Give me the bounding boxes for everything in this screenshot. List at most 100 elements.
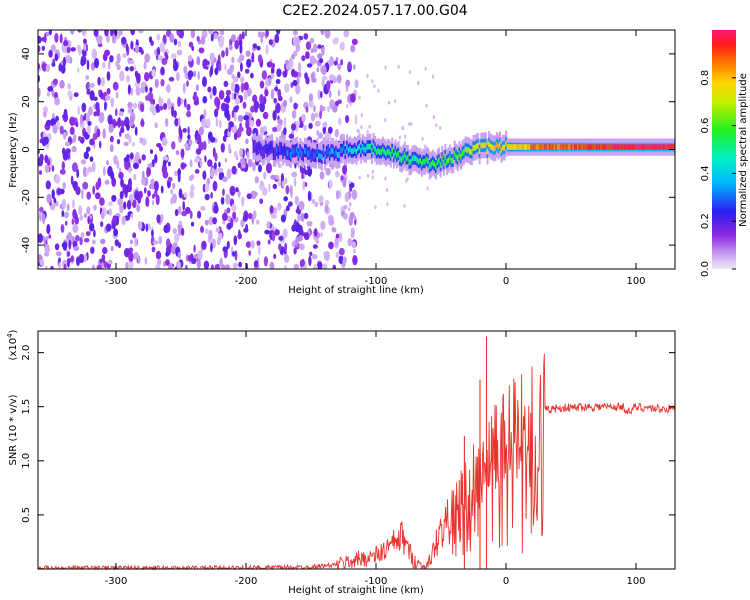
noise-cell <box>308 122 313 129</box>
ridge-core <box>548 144 551 150</box>
noise-cell <box>127 260 134 269</box>
ridge-core <box>475 143 478 150</box>
noise-cell <box>116 64 121 71</box>
noise-cell <box>219 30 225 36</box>
noise-cell <box>160 185 164 194</box>
noise-cell <box>155 194 160 206</box>
noise-cell <box>155 103 161 113</box>
noise-cell <box>127 84 131 95</box>
ridge-core <box>495 142 498 148</box>
noise-cell <box>48 49 53 58</box>
noise-cell <box>109 144 114 153</box>
noise-cell <box>328 89 332 99</box>
noise-cell <box>39 206 44 213</box>
noise-cell <box>403 134 407 139</box>
noise-cell <box>177 96 181 107</box>
noise-cell <box>288 133 295 139</box>
noise-cell <box>353 248 356 254</box>
noise-cell <box>132 102 138 109</box>
noise-cell <box>317 44 322 49</box>
ridge-core <box>386 148 389 155</box>
noise-cell <box>284 264 287 269</box>
noise-cell <box>222 212 228 221</box>
noise-cell <box>62 181 66 190</box>
ridge-core <box>601 144 604 150</box>
spectrogram-x-tick-label: -300 <box>105 276 128 287</box>
noise-cell <box>130 213 134 219</box>
noise-cell <box>193 157 200 163</box>
noise-cell <box>63 211 69 219</box>
ridge-core <box>600 144 603 150</box>
noise-cell <box>75 235 80 242</box>
ridge-core <box>489 143 492 150</box>
noise-cell <box>293 263 300 269</box>
spectrogram-y-tick-label: 0 <box>21 146 32 152</box>
noise-cell <box>72 208 77 219</box>
noise-cell <box>248 120 255 127</box>
noise-cell <box>70 175 74 185</box>
noise-cell <box>371 175 374 180</box>
ridge-core <box>327 147 330 154</box>
snr-series-line <box>37 353 676 571</box>
noise-cell <box>60 224 65 233</box>
noise-cell <box>59 168 66 175</box>
noise-cell <box>220 264 226 269</box>
noise-cell <box>239 157 246 166</box>
noise-cell <box>98 140 102 149</box>
ridge-core <box>330 147 333 154</box>
noise-cell <box>156 143 162 148</box>
ridge-core <box>353 146 356 153</box>
noise-cell <box>188 139 193 146</box>
ridge-core <box>375 149 378 155</box>
noise-cell <box>134 190 140 201</box>
noise-cell <box>257 54 263 64</box>
noise-cell <box>217 167 224 173</box>
noise-cell <box>332 264 337 269</box>
noise-cell <box>83 151 90 160</box>
noise-cell <box>43 238 46 246</box>
ridge-core <box>603 144 606 150</box>
noise-cell <box>354 89 357 94</box>
noise-cell <box>115 108 118 117</box>
noise-cell <box>238 261 243 268</box>
noise-cell <box>72 223 79 233</box>
noise-cell <box>303 124 307 131</box>
noise-cell <box>289 96 293 103</box>
noise-cell <box>97 76 101 86</box>
noise-cell <box>45 235 49 241</box>
noise-cell <box>348 180 351 185</box>
noise-cell <box>50 265 54 269</box>
ridge-core <box>509 144 512 150</box>
noise-cell <box>313 228 318 237</box>
ridge-core <box>350 148 353 155</box>
ridge-core <box>583 144 586 150</box>
ridge-core <box>405 155 408 162</box>
colorbar-tick-label: 0.8 <box>700 70 711 86</box>
figure-title: C2E2.2024.057.17.00.G04 <box>282 3 467 19</box>
noise-cell <box>180 162 186 170</box>
noise-cell <box>243 227 249 233</box>
noise-cell <box>144 187 147 194</box>
noise-cell <box>189 210 193 219</box>
ridge-core <box>538 144 540 150</box>
noise-cell <box>115 91 119 99</box>
noise-cell <box>51 189 55 200</box>
noise-cell <box>284 59 290 66</box>
noise-cell <box>272 110 277 121</box>
noise-cell <box>397 64 400 69</box>
noise-cell <box>152 98 155 106</box>
noise-cell <box>125 43 129 52</box>
ridge-core <box>500 147 503 153</box>
noise-cell <box>334 129 339 138</box>
ridge-core <box>452 157 455 164</box>
noise-cell <box>338 247 345 256</box>
noise-cell <box>99 197 105 206</box>
ridge-core <box>304 147 306 154</box>
noise-cell <box>270 73 275 79</box>
noise-cell <box>307 190 311 202</box>
noise-cell <box>151 246 156 253</box>
ridge-core <box>633 144 636 150</box>
ridge-core <box>506 144 509 150</box>
spectrogram-y-tick-label: 40 <box>21 48 32 61</box>
noise-cell <box>245 119 250 130</box>
